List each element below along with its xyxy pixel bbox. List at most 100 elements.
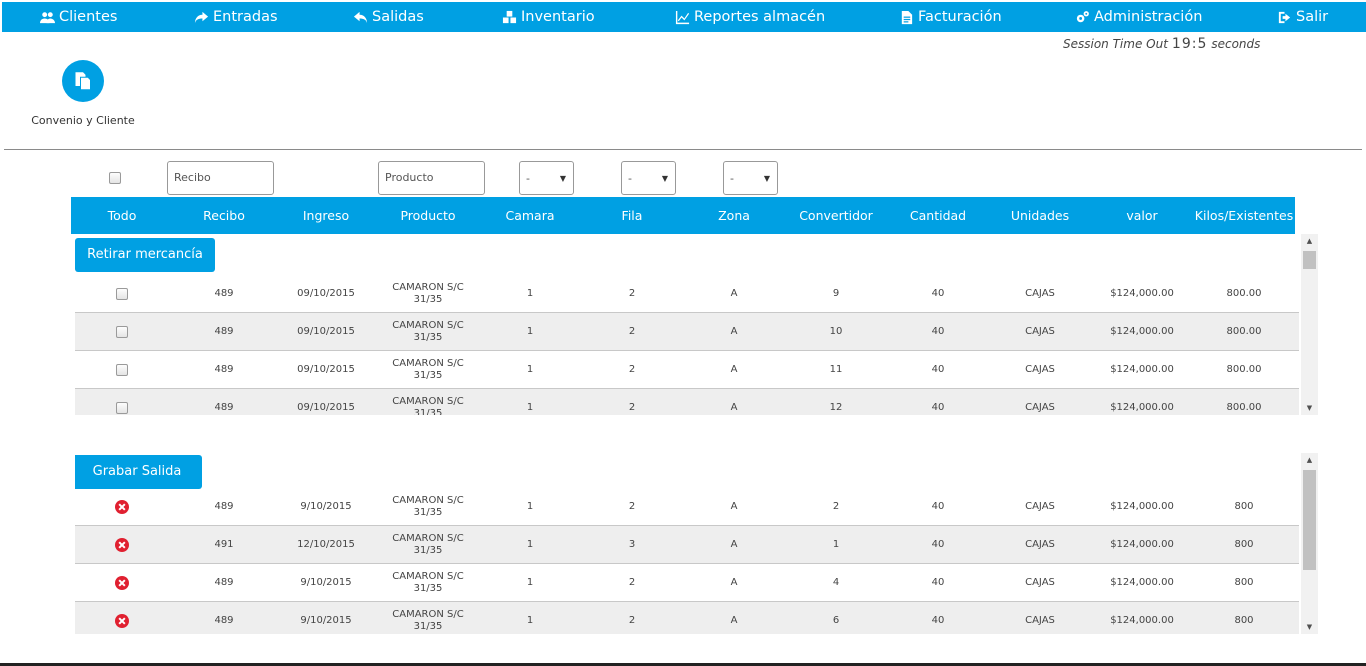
camara-filter-select[interactable]: - ▼ [519, 161, 574, 195]
col-zona[interactable]: Zona [718, 208, 750, 223]
col-camara[interactable]: Camara [505, 208, 555, 223]
scroll-thumb[interactable] [1303, 251, 1316, 269]
file-text-icon [901, 10, 913, 24]
nav-salidas[interactable]: Salidas [353, 2, 424, 32]
cell-zona: A [730, 500, 738, 512]
divider [4, 149, 1362, 150]
cell-kilos: 800.00 [1226, 325, 1262, 337]
cell-cantidad: 40 [931, 538, 945, 550]
recibo-filter-input[interactable]: Recibo [167, 161, 274, 195]
cell-valor: $124,000.00 [1110, 538, 1174, 550]
nav-label: Salidas [372, 9, 424, 25]
remove-icon[interactable] [115, 537, 129, 552]
session-label: Session Time Out [1063, 37, 1168, 51]
scroll-thumb[interactable] [1303, 470, 1316, 570]
fila-filter-select[interactable]: - ▼ [621, 161, 676, 195]
col-recibo[interactable]: Recibo [203, 208, 245, 223]
cell-kilos: 800 [1234, 576, 1254, 588]
col-convertidor[interactable]: Convertidor [799, 208, 873, 223]
scroll-up-icon[interactable]: ▲ [1306, 456, 1313, 464]
col-kilos-existentes[interactable]: Kilos/Existentes [1194, 208, 1294, 223]
cell-fila: 2 [628, 576, 636, 588]
copy-icon [75, 72, 91, 91]
cell-cantidad: 40 [931, 287, 945, 299]
cell-fila: 2 [628, 401, 636, 413]
remove-icon[interactable] [115, 613, 129, 628]
row-action-cell [115, 526, 129, 563]
table-row: 489 09/10/2015 CAMARON S/C 31/35 1 2 A 11 40 CAJ… [75, 351, 1299, 389]
remove-icon[interactable] [115, 499, 129, 514]
line-chart-icon [675, 10, 690, 24]
cell-fila: 2 [628, 500, 636, 512]
cell-producto: CAMARON S/C 31/35 [392, 357, 464, 381]
session-value: 19:5 [1171, 36, 1208, 52]
inventory-scrollbar[interactable]: ▲ ▼ [1301, 234, 1318, 415]
row-checkbox[interactable] [116, 325, 128, 338]
col-fila[interactable]: Fila [621, 208, 643, 223]
row-checkbox[interactable] [116, 287, 128, 300]
row-action-cell [115, 564, 129, 601]
share-icon [194, 11, 209, 23]
nav-entradas[interactable]: Entradas [194, 2, 278, 32]
col-ingreso[interactable]: Ingreso [302, 208, 350, 223]
cell-camara: 1 [526, 401, 534, 413]
col-cantidad[interactable]: Cantidad [909, 208, 967, 223]
cell-camara: 1 [526, 287, 534, 299]
scroll-down-icon[interactable]: ▼ [1306, 404, 1313, 412]
convenio-cliente-button[interactable]: Convenio y Cliente [30, 60, 136, 127]
cell-unidades: CAJAS [1025, 576, 1055, 588]
remove-icon[interactable] [115, 575, 129, 590]
nav-label: Entradas [213, 9, 278, 25]
cell-zona: A [730, 614, 738, 626]
zona-filter-select[interactable]: - ▼ [723, 161, 778, 195]
col-todo[interactable]: Todo [107, 208, 137, 223]
cell-producto: CAMARON S/C 31/35 [392, 319, 464, 343]
nav-inventario[interactable]: Inventario [502, 2, 595, 32]
cell-producto: CAMARON S/C 31/35 [392, 395, 464, 416]
cell-recibo: 489 [214, 500, 234, 512]
recibo-placeholder: Recibo [174, 171, 211, 184]
scroll-up-icon[interactable]: ▲ [1306, 237, 1313, 245]
cell-ingreso: 09/10/2015 [297, 287, 355, 299]
cell-convertidor: 1 [832, 538, 840, 550]
reply-icon [353, 11, 368, 23]
retirar-mercancia-button[interactable]: Retirar mercancía [75, 238, 215, 272]
cell-ingreso: 09/10/2015 [297, 325, 355, 337]
cell-zona: A [730, 401, 738, 413]
table-row: 491 12/10/2015 CAMARON S/C 31/35 1 3 A 1 40 CAJA… [75, 526, 1299, 564]
nav-label: Facturación [918, 9, 1002, 25]
cell-convertidor: 12 [829, 401, 843, 413]
cell-kilos: 800.00 [1226, 401, 1262, 413]
row-checkbox[interactable] [116, 401, 128, 414]
nav-reportes-almacen[interactable]: Reportes almacén [675, 2, 825, 32]
table-row: 489 09/10/2015 CAMARON S/C 31/35 1 2 A 12 40 CAJ… [75, 389, 1299, 415]
row-action-cell [116, 275, 128, 312]
cell-zona: A [730, 287, 738, 299]
cell-ingreso: 12/10/2015 [297, 538, 355, 550]
col-producto[interactable]: Producto [400, 208, 456, 223]
cell-cantidad: 40 [931, 500, 945, 512]
nav-salir[interactable]: Salir [1277, 2, 1328, 32]
select-all-checkbox[interactable] [109, 172, 121, 184]
salida-scrollbar[interactable]: ▲ ▼ [1301, 453, 1318, 634]
nav-facturacion[interactable]: Facturación [899, 2, 1002, 32]
main-nav: Clientes Entradas Salidas Inventario Rep… [2, 2, 1366, 32]
cell-camara: 1 [526, 538, 534, 550]
cell-zona: A [730, 363, 738, 375]
scroll-down-icon[interactable]: ▼ [1306, 623, 1313, 631]
grabar-salida-button[interactable]: Grabar Salida [75, 455, 202, 489]
cell-zona: A [730, 325, 738, 337]
cell-convertidor: 6 [832, 614, 840, 626]
cell-unidades: CAJAS [1025, 401, 1055, 413]
nav-clientes[interactable]: Clientes [40, 2, 117, 32]
cell-convertidor: 2 [832, 500, 840, 512]
cell-cantidad: 40 [931, 325, 945, 337]
cell-valor: $124,000.00 [1110, 576, 1174, 588]
col-unidades[interactable]: Unidades [1010, 208, 1070, 223]
col-valor[interactable]: valor [1126, 208, 1158, 223]
row-checkbox[interactable] [116, 363, 128, 376]
row-action-cell [115, 488, 129, 525]
cell-camara: 1 [526, 363, 534, 375]
nav-administracion[interactable]: Administración [1075, 2, 1202, 32]
producto-filter-input[interactable]: Producto [378, 161, 485, 195]
